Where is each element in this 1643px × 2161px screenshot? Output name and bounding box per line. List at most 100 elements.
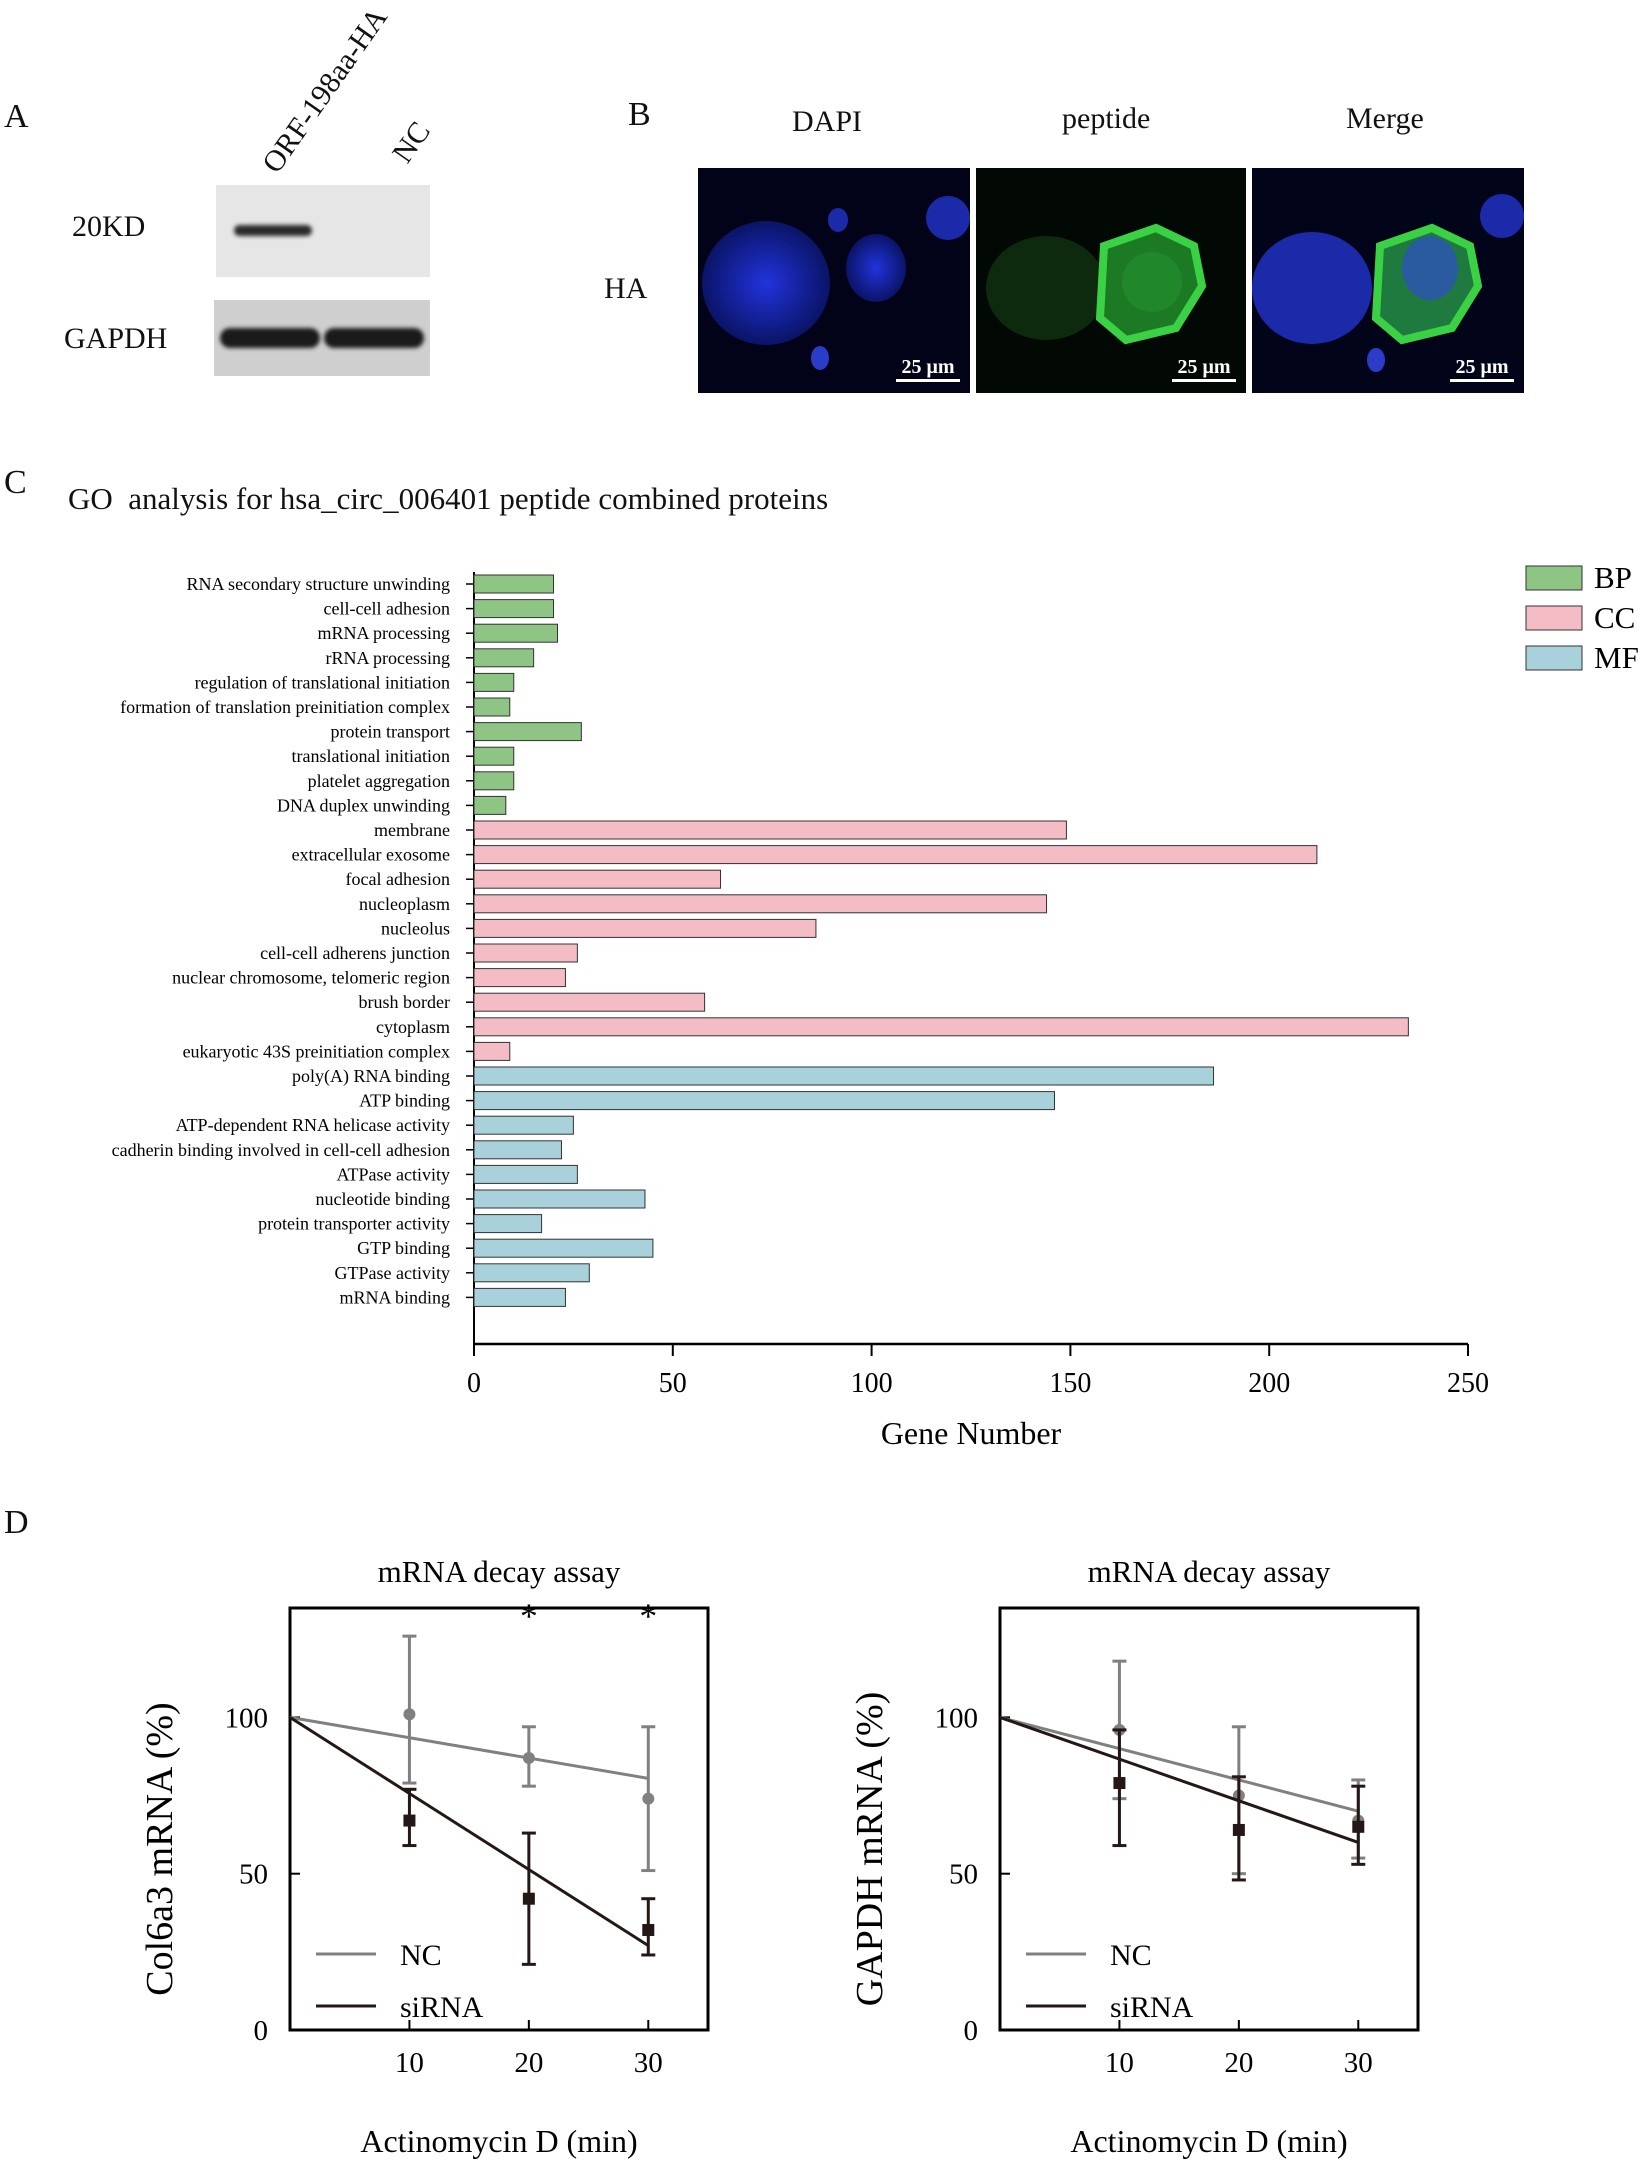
go-x-tick-label: 150 <box>1049 1368 1091 1399</box>
decay-x-tick-label: 20 <box>514 2047 543 2079</box>
go-legend-swatch <box>1525 565 1583 591</box>
go-category-label: cell-cell adherens junction <box>260 943 450 963</box>
row-label-gapdh: GAPDH <box>64 322 168 355</box>
col-label-peptide: peptide <box>1062 102 1151 135</box>
go-bar <box>473 820 1067 840</box>
decay-point-sirna <box>1113 1777 1126 1790</box>
decay-point-sirna <box>403 1814 416 1827</box>
band-gapdh-2 <box>324 328 424 348</box>
go-category-label: nucleotide binding <box>316 1189 450 1209</box>
go-category-label: extracellular exosome <box>292 845 450 865</box>
go-bar <box>473 1140 562 1160</box>
go-category-label: nucleolus <box>381 918 450 938</box>
go-bar <box>473 1091 1055 1111</box>
scalebar-label-dapi: 25 μm <box>901 356 955 378</box>
decay-chart-gapdh: mRNA decay assay 0 50 100 10 20 30 Actinomycin … <box>849 1554 1420 2159</box>
go-bar <box>473 1189 646 1209</box>
go-category-label: regulation of translational initiation <box>195 672 450 692</box>
decay-fit-line-nc <box>999 1715 1359 1813</box>
scalebar-line-peptide <box>1172 379 1236 382</box>
band-gapdh-1 <box>220 328 320 348</box>
decay-legend-label: NC <box>1110 1939 1152 1972</box>
decay-y-tick-label: 0 <box>964 2015 979 2047</box>
go-category-label: poly(A) RNA binding <box>292 1066 450 1087</box>
decay-x-tick-label: 10 <box>395 2047 424 2079</box>
go-category-label: ATP binding <box>359 1091 450 1111</box>
image-peptide: 25 μm <box>976 168 1246 393</box>
go-bar <box>473 599 555 619</box>
go-category-label: rRNA processing <box>326 648 451 668</box>
go-category-label: brush border <box>359 992 450 1012</box>
row-label-ha: HA <box>604 272 648 305</box>
scalebar-peptide: 25 μm <box>1172 356 1236 382</box>
go-category-label: focal adhesion <box>346 869 450 889</box>
row-label-20kd: 20KD <box>72 210 146 243</box>
merge-signal <box>1252 168 1524 393</box>
go-x-tick-label: 50 <box>659 1368 687 1399</box>
go-bar <box>473 722 582 742</box>
scalebar-label-peptide: 25 μm <box>1177 356 1231 378</box>
go-bar <box>473 771 515 791</box>
decay-plot-frame <box>288 1606 710 2032</box>
go-category-label: cytoplasm <box>376 1017 450 1037</box>
go-category-label: DNA duplex unwinding <box>277 795 450 815</box>
decay-y-tick-label: 100 <box>935 1702 979 1734</box>
go-category-label: eukaryotic 43S preinitiation complex <box>183 1041 450 1061</box>
go-bar <box>473 992 706 1012</box>
panel-a-label: A <box>4 98 29 135</box>
decay-fit-line-sirna <box>999 1715 1359 1844</box>
go-x-tick-label: 0 <box>467 1368 481 1399</box>
col-label-dapi: DAPI <box>792 105 863 138</box>
image-dapi: 25 μm <box>698 168 970 393</box>
scalebar-line-merge <box>1450 379 1514 382</box>
decay-x-tick-label: 30 <box>1344 2047 1373 2079</box>
decay-point-sirna <box>642 1923 655 1936</box>
go-bar <box>473 943 578 963</box>
go-category-label: ATP-dependent RNA helicase activity <box>176 1115 450 1135</box>
scalebar-line-dapi <box>896 379 960 382</box>
decay-title: mRNA decay assay <box>1088 1554 1331 1589</box>
decay-y-axis-label: GAPDH mRNA (%) <box>849 1692 891 2007</box>
go-bar <box>473 1041 511 1061</box>
lane-label-orf: ORF-198aa-HA <box>256 1 394 179</box>
decay-y-axis-label: Col6a3 mRNA (%) <box>139 1702 181 1995</box>
blot-20kd <box>216 185 430 277</box>
scalebar-merge: 25 μm <box>1450 356 1514 382</box>
go-bar <box>473 918 817 938</box>
go-legend-swatch <box>1525 645 1583 671</box>
go-category-label: GTPase activity <box>335 1263 450 1283</box>
go-bar <box>473 1164 578 1184</box>
decay-y-tick-label: 50 <box>239 1859 268 1891</box>
go-bar <box>473 894 1048 914</box>
go-bar <box>473 1263 590 1283</box>
go-bar <box>473 845 1318 865</box>
go-bar <box>473 623 558 643</box>
band-20kd <box>234 225 312 236</box>
go-bar <box>473 648 535 668</box>
go-category-label: RNA secondary structure unwinding <box>187 574 450 594</box>
go-x-axis-label: Gene Number <box>881 1415 1062 1451</box>
go-bar <box>473 697 511 717</box>
decay-point-sirna <box>1352 1820 1365 1833</box>
go-category-label: mRNA binding <box>339 1287 450 1307</box>
dapi-nuclei <box>698 168 970 393</box>
go-category-label: cell-cell adhesion <box>324 599 450 619</box>
go-bar <box>473 1017 1409 1037</box>
go-category-label: nucleoplasm <box>359 894 450 914</box>
go-category-label: GTP binding <box>357 1238 450 1258</box>
panel-c-label: C <box>4 464 27 501</box>
go-bar <box>473 1214 543 1234</box>
go-category-label: protein transporter activity <box>258 1214 450 1234</box>
decay-point-sirna <box>1232 1823 1245 1836</box>
image-merge: 25 μm <box>1252 168 1524 393</box>
decay-legend-label: siRNA <box>400 1991 484 2024</box>
go-bar <box>473 1287 566 1307</box>
decay-point-nc <box>403 1708 416 1721</box>
go-legend-label: BP <box>1594 560 1632 595</box>
go-category-label: mRNA processing <box>318 623 451 643</box>
go-bar <box>473 869 722 889</box>
decay-title: mRNA decay assay <box>378 1554 621 1589</box>
decay-plot-frame <box>998 1606 1420 2032</box>
lane-label-nc: NC <box>386 115 437 169</box>
go-category-label: translational initiation <box>292 746 450 766</box>
